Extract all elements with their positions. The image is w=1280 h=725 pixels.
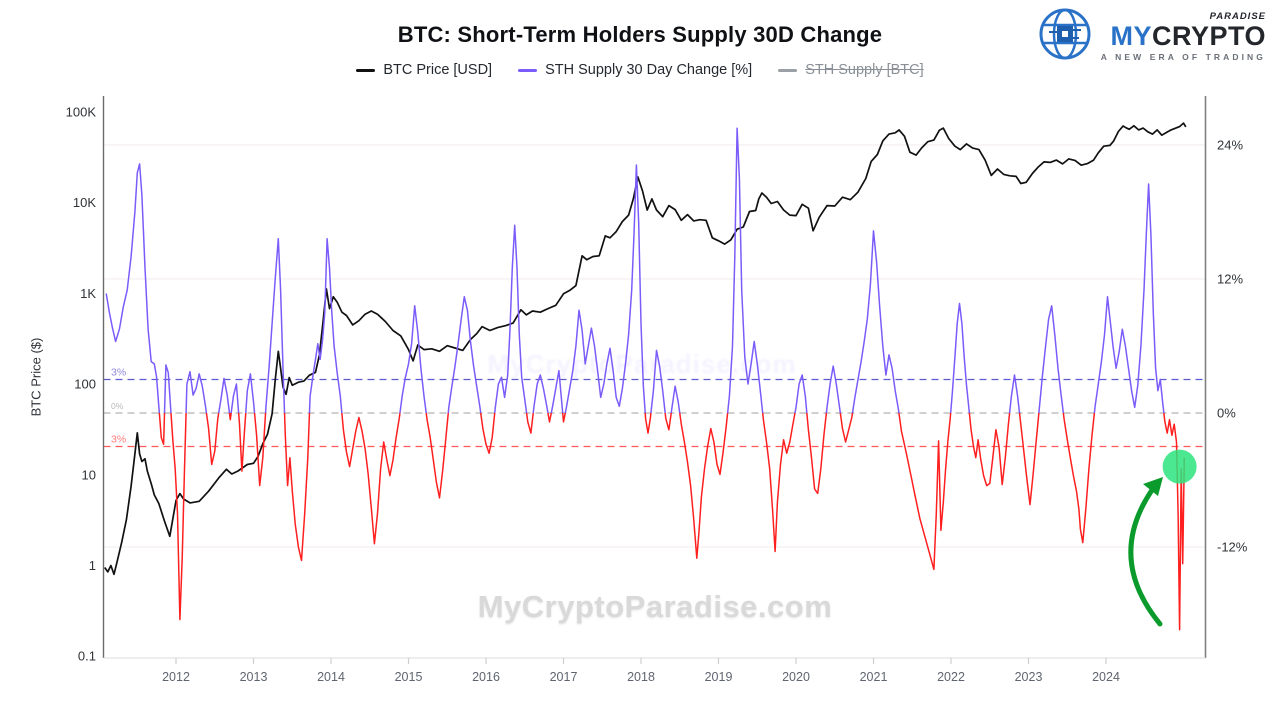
legend-item-sth-supply[interactable]: STH Supply [BTC] (778, 62, 924, 78)
x-axis-tick-label: 2014 (317, 670, 345, 684)
legend-line-icon (356, 68, 376, 72)
x-axis-tick-label: 2013 (240, 670, 268, 684)
x-axis-tick-label: 2018 (627, 670, 655, 684)
y-axis-right-tick-label: 12% (1217, 271, 1243, 286)
x-axis-tick-label: 2023 (1015, 670, 1043, 684)
legend-label: BTC Price [USD] (383, 62, 493, 78)
brand-badge: PARADISE (1209, 11, 1266, 22)
sth-change-line-positive (105, 127, 1165, 413)
y-axis-right-tick-label: 24% (1217, 137, 1243, 152)
y-axis-left-tick-label: 1 (89, 558, 96, 573)
y-axis-left-tick-label: 10 (82, 467, 96, 482)
y-axis-left-tick-label: 100K (66, 105, 97, 120)
y-axis-left-tick-label: 100 (74, 377, 96, 392)
legend-line-icon (518, 68, 538, 72)
threshold-label: 3% (111, 366, 126, 378)
x-axis-tick-label: 2022 (937, 670, 965, 684)
legend-label: STH Supply 30 Day Change [%] (545, 62, 753, 78)
x-axis-tick-label: 2017 (550, 670, 578, 684)
threshold-label: 0% (111, 401, 124, 411)
annotation-arrow (1128, 487, 1163, 627)
brand-wordmark: PARADISE MYCRYPTO A NEW ERA OF TRADING (1101, 12, 1266, 61)
brand-tagline: A NEW ERA OF TRADING (1100, 51, 1266, 62)
legend-item-btc-price[interactable]: BTC Price [USD] (356, 62, 492, 78)
legend-label: STH Supply [BTC] (805, 62, 924, 78)
sth-change-line-negative (158, 413, 1186, 631)
legend: BTC Price [USD] STH Supply 30 Day Change… (0, 62, 1280, 78)
x-axis-tick-label: 2021 (860, 670, 888, 684)
chart-title: BTC: Short-Term Holders Supply 30D Chang… (397, 22, 883, 47)
x-axis-tick-label: 2024 (1092, 670, 1120, 684)
brand-logo: PARADISE MYCRYPTO A NEW ERA OF TRADING (1037, 6, 1266, 67)
x-axis-tick-label: 2012 (162, 670, 190, 684)
site-watermark: MyCryptoParadise.com (477, 589, 833, 624)
x-axis-tick-label: 2015 (395, 670, 423, 684)
x-axis-tick-label: 2016 (472, 670, 500, 684)
y-axis-left-tick-label: 1K (80, 286, 96, 301)
y-axis-right-tick-label: -12% (1217, 540, 1248, 555)
y-axis-right-tick-label: 0% (1217, 406, 1236, 421)
annotation-arrowhead (1143, 477, 1163, 496)
brand-name: MYCRYPTO (1110, 20, 1266, 51)
legend-line-icon (778, 68, 798, 72)
y-axis-left-tick-label: 0.1 (78, 649, 96, 664)
x-axis-tick-label: 2019 (705, 670, 733, 684)
legend-item-sth-change[interactable]: STH Supply 30 Day Change [%] (518, 62, 752, 78)
threshold-label: 3% (111, 434, 126, 446)
globe-circuit-icon (1037, 6, 1093, 67)
highlight-circle (1162, 449, 1197, 484)
btc-price-line (104, 122, 1187, 576)
x-axis-tick-label: 2020 (782, 670, 810, 684)
y-axis-left-tick-label: 10K (73, 195, 96, 210)
